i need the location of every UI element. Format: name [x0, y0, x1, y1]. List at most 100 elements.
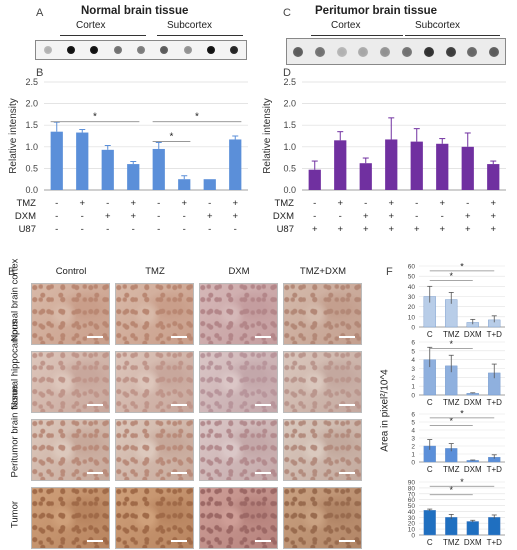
treatment-sign: - [55, 224, 58, 235]
y-tick-label: 5 [411, 420, 415, 427]
y-tick-label: 2 [411, 444, 415, 451]
bar [229, 139, 242, 190]
panel-a-cortex-bracket [60, 35, 146, 36]
treatment-sign: - [81, 211, 84, 222]
significance-star: * [195, 112, 199, 123]
row-label: Tumor [9, 500, 21, 529]
blot-dot [67, 46, 75, 54]
column-label: DXM [228, 266, 250, 277]
treatment-sign: - [81, 224, 84, 235]
treatment-sign: - [55, 198, 58, 209]
y-tick-label: 40 [408, 284, 416, 291]
bar [76, 132, 89, 190]
category-label: TMZ [443, 330, 460, 339]
dot-blot-normal [35, 40, 247, 60]
y-tick-label: 0.0 [25, 185, 38, 195]
scale-bar [255, 472, 271, 474]
ihc-image-tile [115, 351, 194, 413]
scale-bar [87, 472, 103, 474]
treatment-sign: - [234, 224, 237, 235]
blot-dot [358, 46, 369, 57]
treatment-sign: + [414, 224, 420, 235]
ihc-image-tile [199, 351, 278, 413]
chart-f2: 0 1 2 3 4 56 C TMZ DXM T+D * [411, 339, 505, 407]
treatment-sign: + [388, 224, 394, 235]
y-tick-label: 6 [411, 412, 415, 419]
category-label: C [427, 465, 433, 474]
category-label: T+D [487, 398, 503, 407]
scale-bar [171, 336, 187, 338]
blot-dot [43, 46, 52, 54]
y-tick-label: 0 [411, 460, 415, 467]
y-tick-label: 2.0 [283, 99, 296, 109]
treatment-sign: - [55, 211, 58, 222]
category-label: T+D [487, 465, 503, 474]
blot-dot [380, 46, 391, 57]
treatment-sign: - [339, 211, 342, 222]
treatment-row-label: DXM [273, 211, 294, 222]
bar [410, 141, 423, 190]
ihc-image-tile [31, 351, 110, 413]
ihc-image-tile [283, 487, 362, 549]
category-label: DXM [464, 465, 482, 474]
treatment-sign: - [441, 211, 444, 222]
bar [461, 146, 474, 190]
category-label: T+D [487, 538, 503, 547]
row-label: Peritumor brain tissue [9, 385, 21, 478]
y-tick-label: 20 [408, 304, 416, 311]
bar [50, 131, 63, 190]
treatment-row-label: DXM [15, 211, 36, 222]
chart-f1: 0 10 20 30 40 50 60 C TMZ DXM T+D * * [408, 262, 505, 339]
category-label: C [427, 398, 433, 407]
ihc-image-tile [31, 487, 110, 549]
y-tick-label: 1 [411, 452, 415, 459]
treatment-sign: + [130, 198, 136, 209]
treatment-sign: - [208, 224, 211, 235]
bar [466, 393, 479, 396]
scale-bar [255, 336, 271, 338]
treatment-row-label: TMZ [16, 198, 36, 209]
treatment-sign: + [130, 211, 136, 222]
scale-bar [87, 404, 103, 406]
bar [152, 148, 165, 190]
significance-star: * [449, 271, 453, 281]
y-tick-label: 3 [411, 366, 415, 373]
treatment-sign: - [106, 198, 109, 209]
ihc-image-tile [283, 351, 362, 413]
treatment-sign: - [466, 198, 469, 209]
y-tick-label: 1.5 [283, 120, 296, 130]
panel-c-title: Peritumor brain tissue [315, 5, 438, 17]
y-tick-label: 5 [411, 348, 415, 355]
ihc-image-tile [115, 487, 194, 549]
scale-bar [171, 404, 187, 406]
y-tick-label: 90 [408, 480, 416, 487]
y-axis-label: Relative intensity [8, 98, 19, 174]
bar [308, 169, 321, 190]
scale-bar [171, 472, 187, 474]
panel-letter-e: E [8, 266, 16, 278]
treatment-sign: + [388, 211, 394, 222]
category-label: C [427, 538, 433, 547]
category-label: DXM [464, 538, 482, 547]
y-tick-label: 30 [408, 515, 416, 522]
treatment-sign: + [207, 211, 213, 222]
treatment-sign: - [132, 224, 135, 235]
treatment-sign: + [490, 211, 496, 222]
y-tick-label: 20 [408, 521, 416, 528]
bar [127, 164, 140, 190]
scale-bar [339, 540, 355, 542]
panel-letter-d: D [283, 67, 291, 79]
bar [436, 143, 449, 190]
bar [385, 139, 398, 190]
treatment-sign: + [181, 198, 187, 209]
y-tick-label: 4 [411, 428, 415, 435]
treatment-sign: - [313, 198, 316, 209]
treatment-sign: + [337, 224, 343, 235]
y-tick-label: 30 [408, 294, 416, 301]
panel-a-title: Normal brain tissue [81, 5, 189, 17]
bar [334, 140, 347, 190]
treatment-sign: + [388, 198, 394, 209]
y-tick-label: 0 [411, 393, 415, 400]
significance-star: * [460, 410, 464, 418]
